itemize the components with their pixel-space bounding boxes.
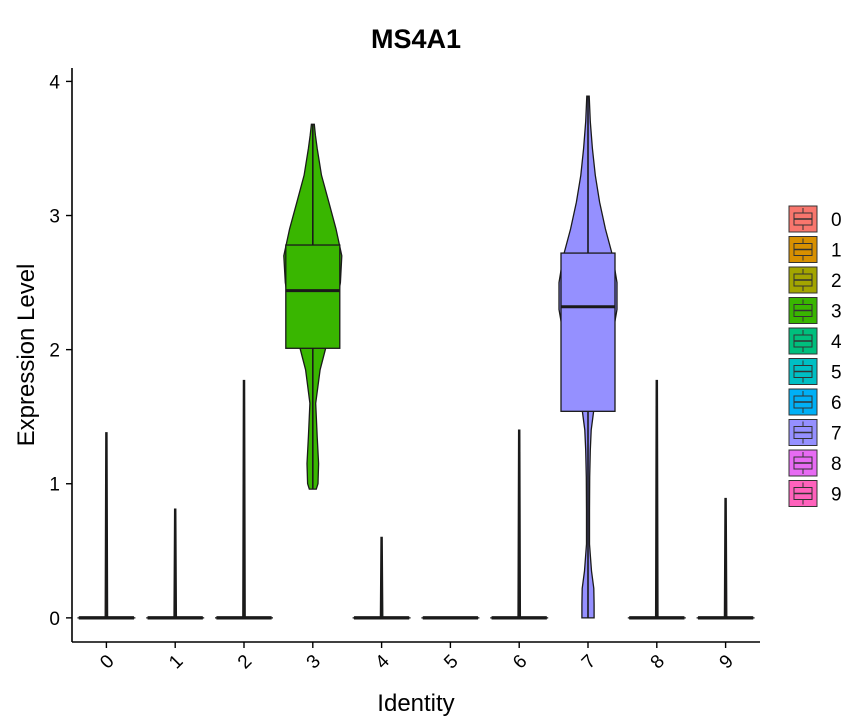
legend-item-0: 0: [788, 205, 842, 233]
legend-label-3: 3: [831, 302, 842, 323]
x-tick-label-1: 1: [165, 651, 187, 673]
x-ticks: 0 1 2 3 4 5 6 7 8 9: [96, 642, 738, 673]
box-3: [285, 244, 341, 349]
violin-group-7: [558, 95, 618, 619]
legend-label-2: 2: [831, 271, 842, 292]
chart-title: MS4A1: [371, 24, 461, 54]
y-tick-label-1: 1: [49, 475, 60, 496]
x-tick-label-8: 8: [647, 651, 669, 673]
y-ticks: 0 1 2 3 4: [49, 72, 72, 630]
violin-group-6: [490, 429, 549, 620]
legend-label-5: 5: [831, 363, 842, 384]
x-tick-label-0: 0: [96, 651, 118, 673]
legend-label-1: 1: [831, 241, 842, 262]
violin-group-2: [214, 379, 274, 620]
legend-item-4: 4: [788, 327, 842, 355]
legend-label-8: 8: [831, 454, 842, 475]
legend-label-7: 7: [831, 424, 842, 445]
legend-item-5: 5: [788, 358, 842, 385]
legend-item-1: 1: [788, 236, 842, 263]
legend-label-4: 4: [831, 332, 842, 353]
violin-group-3: [283, 123, 343, 490]
x-tick-label-6: 6: [509, 651, 531, 673]
legend: 0 1 2 3 4 5 6 7 8 9: [788, 205, 842, 507]
legend-item-9: 9: [788, 480, 842, 507]
legend-item-3: 3: [788, 297, 842, 324]
x-tick-label-4: 4: [372, 651, 395, 674]
y-tick-label-2: 2: [49, 341, 60, 362]
legend-item-7: 7: [788, 419, 842, 446]
x-tick-label-7: 7: [578, 651, 600, 673]
x-tick-label-5: 5: [440, 651, 462, 673]
x-axis-label: Identity: [377, 690, 454, 717]
y-tick-label-3: 3: [49, 207, 60, 228]
box-7: [560, 252, 616, 412]
y-tick-label-4: 4: [49, 72, 60, 93]
violin-group-9: [696, 497, 755, 620]
violin-group-5: [421, 616, 480, 620]
violin-group-0: [77, 432, 136, 620]
plot-area: [77, 95, 755, 620]
legend-label-9: 9: [831, 485, 842, 506]
legend-item-2: 2: [788, 266, 842, 294]
x-tick-label-2: 2: [234, 651, 256, 673]
legend-label-0: 0: [831, 210, 842, 231]
legend-item-8: 8: [788, 449, 842, 477]
x-tick-label-3: 3: [303, 651, 325, 673]
x-tick-label-9: 9: [716, 651, 738, 673]
y-axis-label: Expression Level: [13, 264, 40, 447]
legend-item-6: 6: [788, 388, 842, 416]
violin-group-4: [352, 536, 411, 620]
y-tick-label-0: 0: [49, 609, 60, 630]
legend-label-6: 6: [831, 393, 842, 414]
violin-group-8: [627, 379, 686, 620]
violin-group-1: [146, 508, 205, 620]
